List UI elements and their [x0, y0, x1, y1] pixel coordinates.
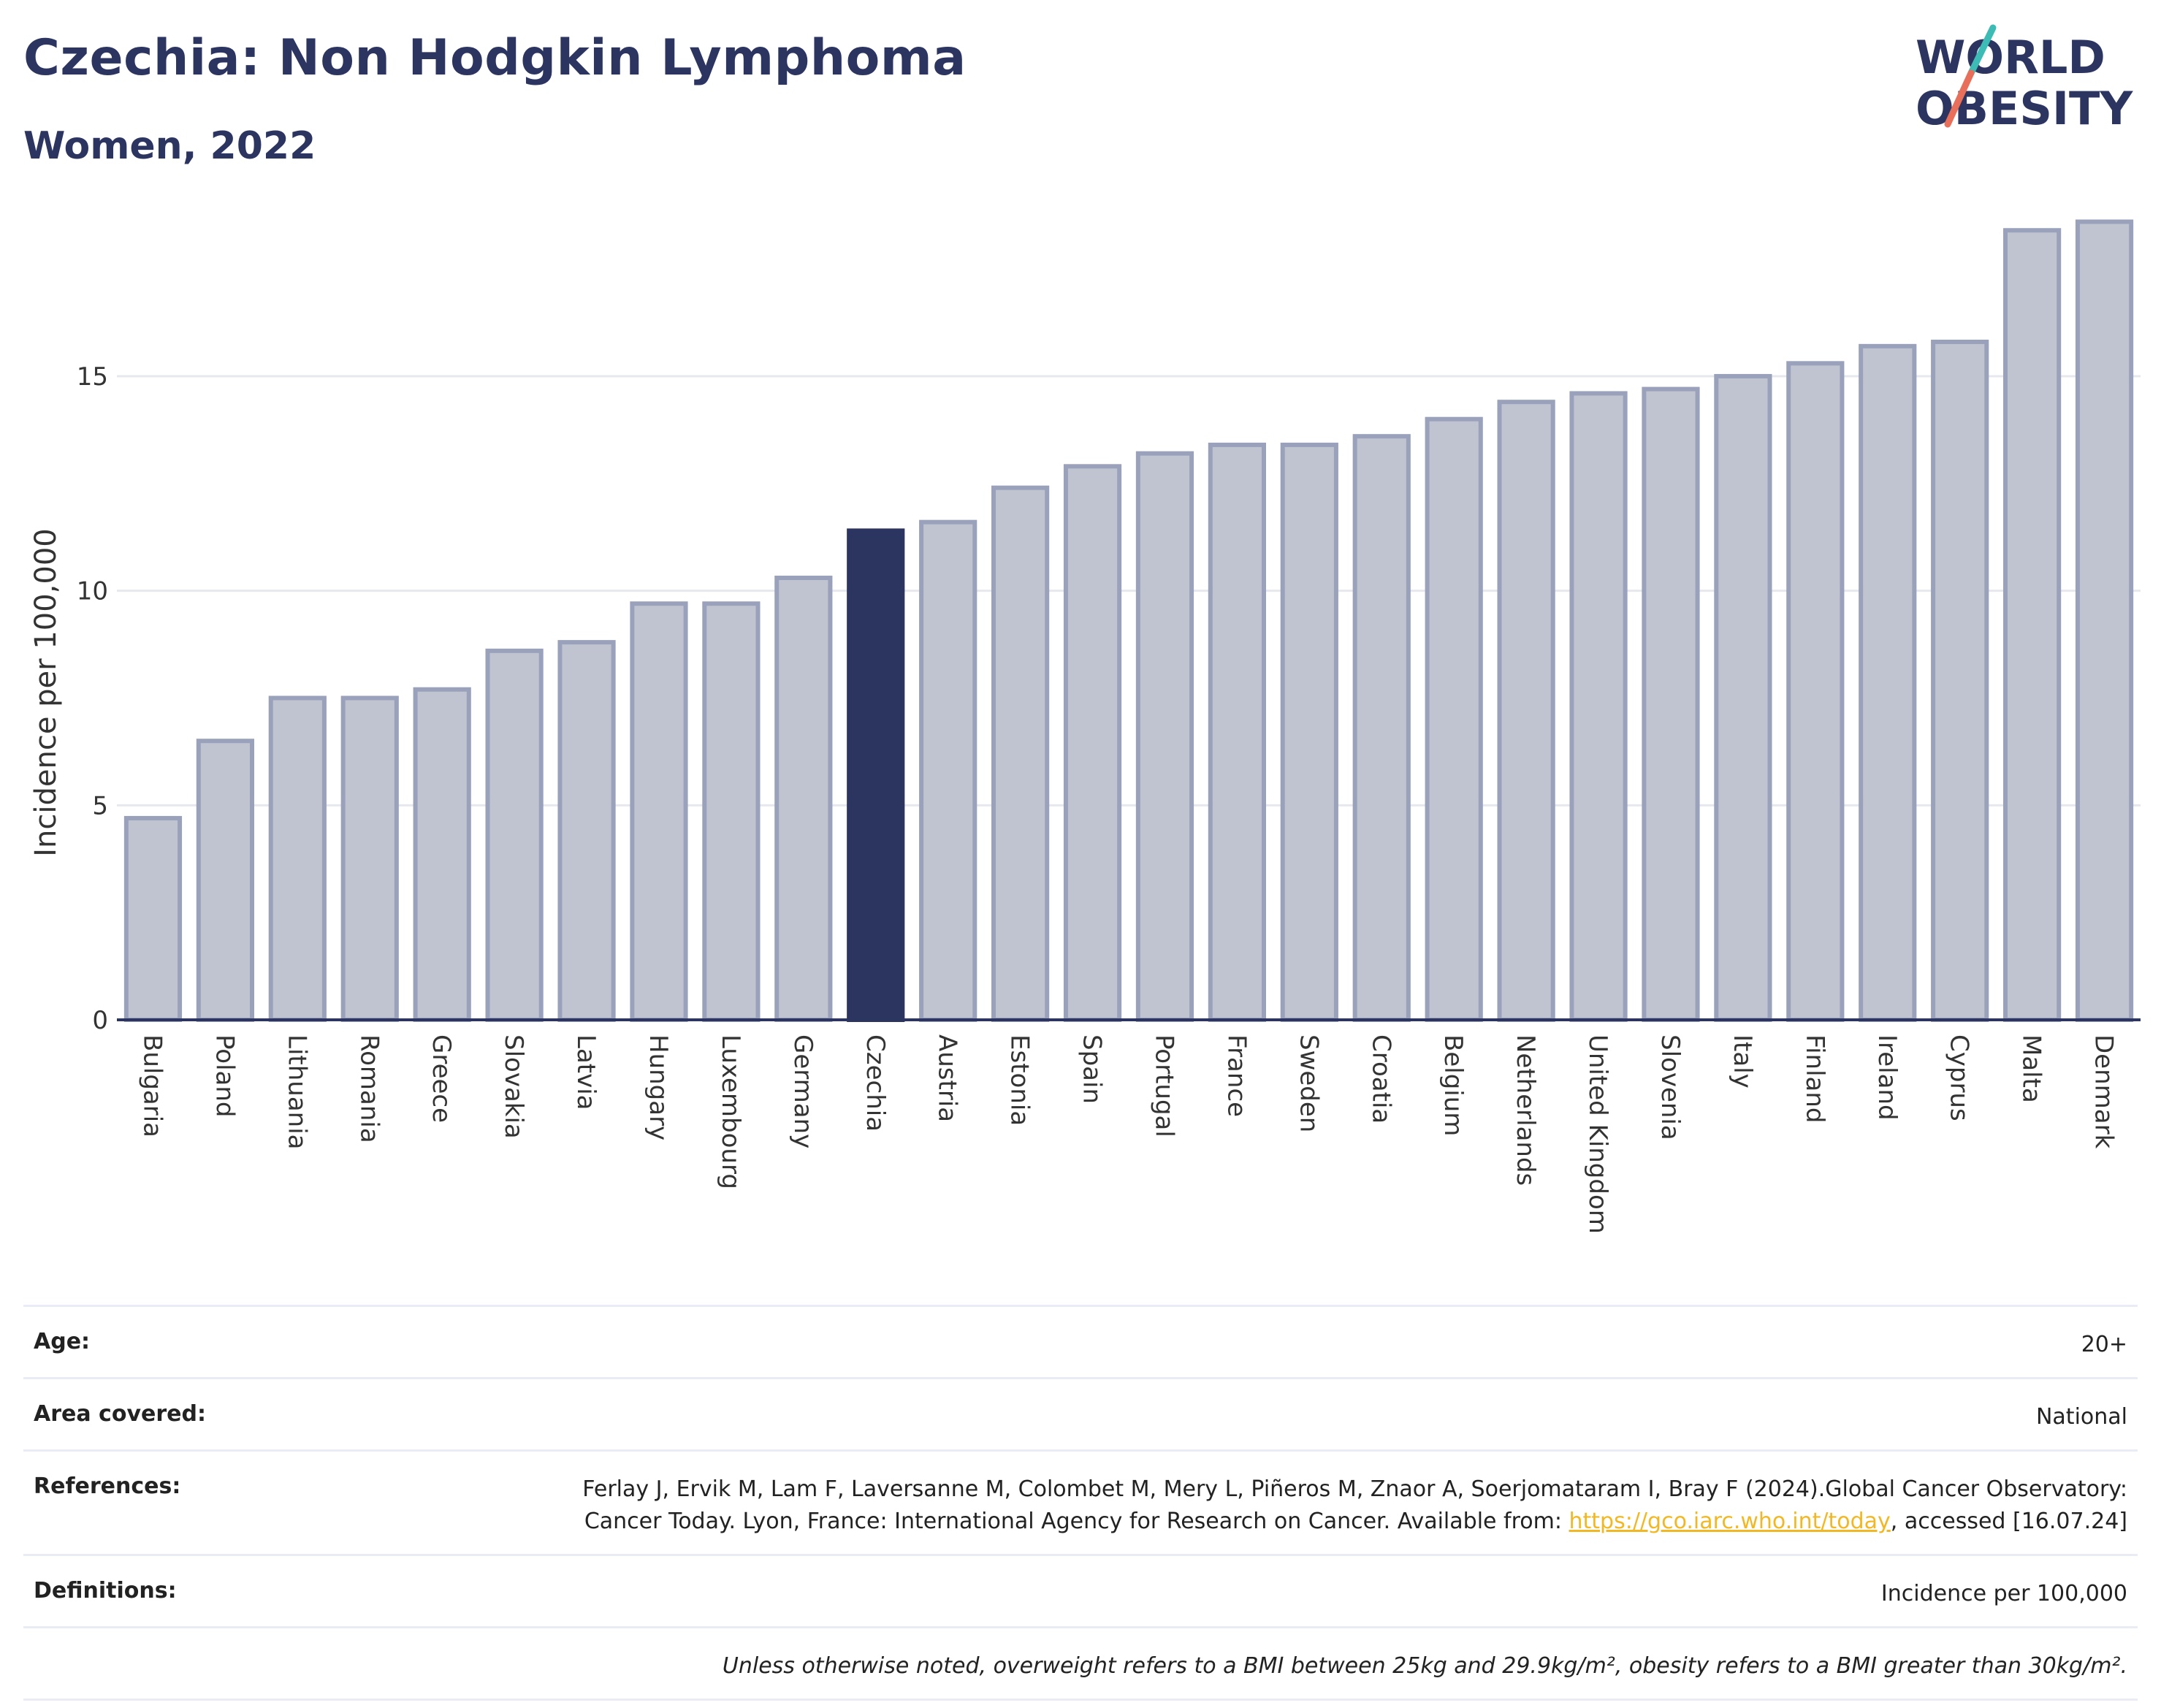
x-tick-label: Germany [788, 1034, 817, 1148]
definitions-label: Definitions: [34, 1578, 177, 1604]
bar-slovenia [1642, 386, 1700, 1022]
references-label: References: [34, 1473, 181, 1499]
bar-finland [1786, 361, 1845, 1023]
age-row: Age: 20+ [23, 1305, 2138, 1377]
bar-bulgaria [123, 815, 183, 1022]
bar-slovakia [485, 648, 544, 1022]
bar-united-kingdom [1569, 391, 1628, 1023]
x-tick-label: Latvia [571, 1034, 601, 1110]
references-link[interactable]: https://gco.iarc.who.int/today [1569, 1509, 1891, 1534]
x-tick-label: Austria [933, 1034, 962, 1122]
x-tick-label: Portugal [1149, 1034, 1178, 1137]
references-value: Ferlay J, Ervik M, Lam F, Laversanne M, … [579, 1473, 2127, 1538]
y-tick-label: 0 [92, 1006, 108, 1035]
y-axis-title: Incidence per 100,000 [29, 528, 63, 857]
bar-lithuania [268, 695, 327, 1022]
bar-spain [1063, 464, 1122, 1022]
bar-greece [413, 687, 471, 1022]
bar-romania [340, 695, 399, 1022]
x-tick-label: United Kingdom [1583, 1034, 1612, 1234]
bar-ireland [1859, 343, 1917, 1022]
age-value: 20+ [2081, 1332, 2127, 1357]
bar-france [1208, 442, 1266, 1022]
chart-subtitle: Women, 2022 [23, 124, 316, 168]
x-tick-label: Cyprus [1945, 1034, 1974, 1121]
bar-croatia [1352, 434, 1411, 1022]
bar-luxembourg [702, 601, 761, 1022]
x-tick-label: Sweden [1294, 1034, 1323, 1132]
x-tick-label: Ireland [1872, 1034, 1902, 1121]
x-tick-label: Croatia [1366, 1034, 1395, 1124]
bar-italy [1714, 373, 1772, 1022]
x-tick-label: Czechia [861, 1034, 890, 1132]
x-tick-labels: Bulgaria Poland Lithuania Romania Greece Slov… [137, 1034, 2118, 1234]
bar-cyprus [1931, 339, 1989, 1023]
x-tick-label: Hungary [644, 1034, 673, 1140]
bar-czechia [847, 528, 905, 1022]
references-text: Ferlay J, Ervik M, Lam F, Laversanne M, … [582, 1476, 2127, 1534]
bar-portugal [1135, 451, 1194, 1022]
x-tick-label: Luxembourg [716, 1034, 745, 1189]
references-suffix: , accessed [16.07.24] [1890, 1509, 2127, 1534]
x-tick-label: Finland [1800, 1034, 1829, 1124]
chart-title: Czechia: Non Hodgkin Lymphoma [23, 29, 967, 87]
x-tick-label: Malta [2017, 1034, 2046, 1103]
y-tick-labels: 0 5 10 15 [77, 362, 108, 1035]
x-tick-label: Slovenia [1655, 1034, 1685, 1140]
y-tick-label: 15 [77, 362, 108, 392]
bar-germany [774, 576, 833, 1022]
x-tick-label: Poland [210, 1034, 239, 1118]
x-tick-label: Denmark [2089, 1034, 2119, 1149]
y-tick-label: 10 [77, 577, 108, 606]
x-tick-label: Bulgaria [137, 1034, 167, 1137]
bar-sweden [1280, 442, 1338, 1022]
bar-chart: Bulgaria Poland Lithuania Romania Greece Slov… [29, 219, 2141, 1234]
bar-latvia [557, 640, 616, 1022]
x-tick-label: Estonia [1005, 1034, 1034, 1126]
area-row: Area covered: National [23, 1377, 2138, 1449]
x-tick-label: Romania [354, 1034, 384, 1143]
bar-poland [196, 739, 254, 1022]
logo-line-1: WORLD [1916, 31, 2105, 84]
y-tick-label: 5 [92, 791, 108, 820]
logo-slash-teal [1967, 24, 1997, 77]
bar-denmark [2075, 219, 2134, 1022]
definitions-value: Incidence per 100,000 [1880, 1581, 2127, 1606]
age-label: Age: [34, 1329, 91, 1354]
x-tick-label: Italy [1728, 1034, 1757, 1089]
bar-malta [2003, 228, 2062, 1023]
references-row: References: Ferlay J, Ervik M, Lam F, La… [23, 1449, 2138, 1554]
x-tick-label: France [1221, 1034, 1251, 1117]
bar-austria [919, 519, 977, 1022]
x-tick-label: Spain [1078, 1034, 1107, 1104]
bmi-note: Unless otherwise noted, overweight refer… [722, 1653, 2127, 1679]
x-tick-label: Netherlands [1511, 1034, 1540, 1186]
definitions-row: Definitions: Incidence per 100,000 [23, 1554, 2138, 1626]
x-tick-label: Lithuania [282, 1034, 311, 1149]
bar-belgium [1425, 416, 1483, 1022]
area-value: National [2035, 1404, 2127, 1430]
bar-estonia [991, 485, 1050, 1022]
world-obesity-logo: WORLD OBESITY [1916, 24, 2133, 135]
info-table: Age: 20+ Area covered: National Referenc… [23, 1305, 2138, 1701]
area-label: Area covered: [34, 1401, 206, 1427]
bar-netherlands [1497, 400, 1555, 1023]
x-tick-label: Belgium [1438, 1034, 1468, 1136]
logo-slash-coral [1944, 69, 1975, 128]
bar-hungary [630, 601, 688, 1022]
bars [123, 219, 2134, 1023]
x-tick-label: Greece [427, 1034, 456, 1123]
note-row: Unless otherwise noted, overweight refer… [23, 1626, 2138, 1701]
x-tick-label: Slovakia [499, 1034, 528, 1139]
